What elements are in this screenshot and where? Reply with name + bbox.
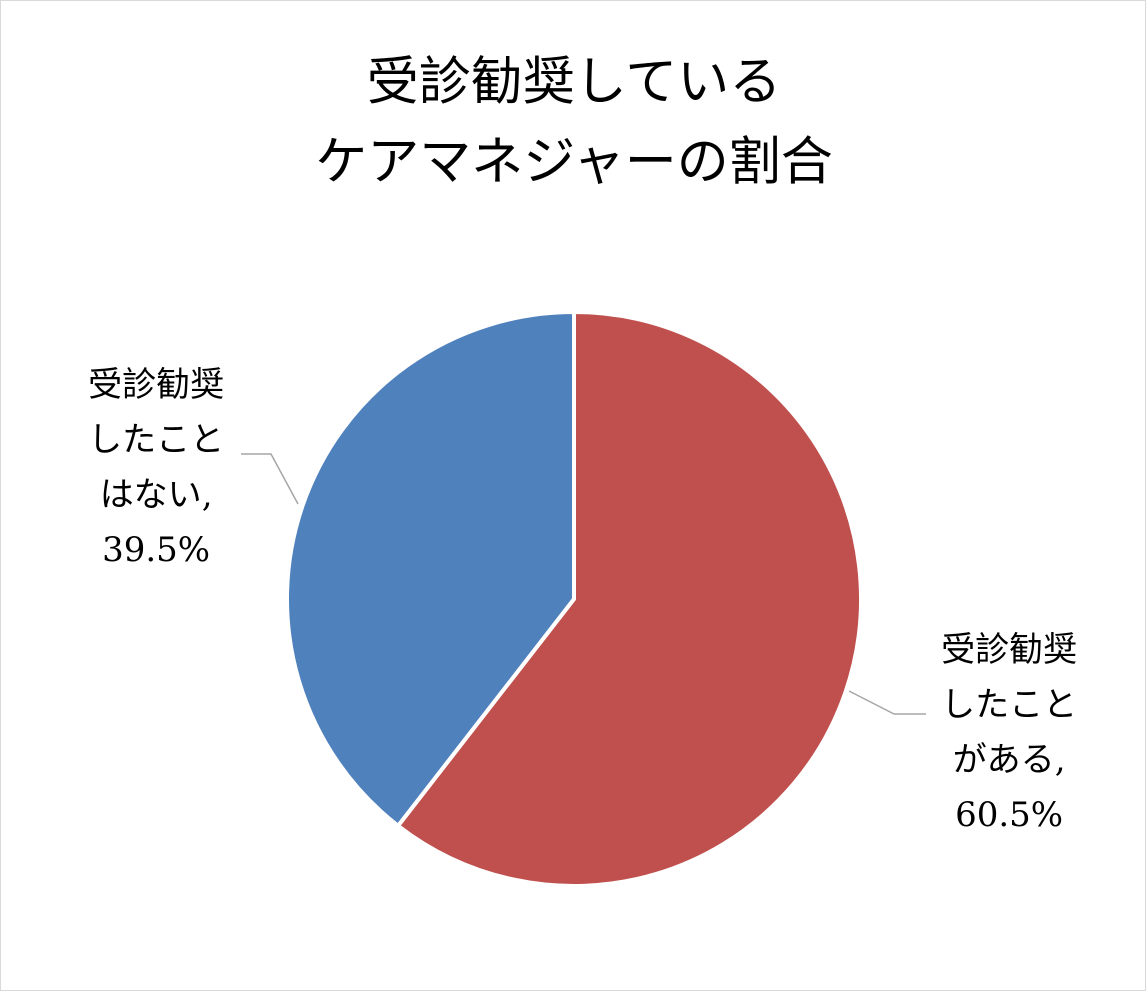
data-label-category: 受診勧奨したことがある: [941, 630, 1078, 780]
chart-title: ケアマネジャーの割合: [315, 133, 832, 193]
leader-line: [241, 453, 299, 505]
data-label: 受診勧奨したことはない, 39.5%: [83, 358, 229, 578]
data-label-category: 受診勧奨したことはない: [88, 365, 225, 515]
data-label-separator: ,: [1054, 740, 1066, 780]
data-label-value: 39.5%: [102, 530, 211, 570]
data-label-value: 60.5%: [955, 795, 1064, 835]
chart-title: 受診勧奨している: [367, 53, 781, 113]
data-label-separator: ,: [201, 475, 213, 515]
pie-slice: [285, 310, 576, 828]
pie-slice: [396, 310, 863, 888]
data-label: 受診勧奨したことがある, 60.5%: [936, 623, 1082, 843]
leader-line: [848, 690, 926, 715]
